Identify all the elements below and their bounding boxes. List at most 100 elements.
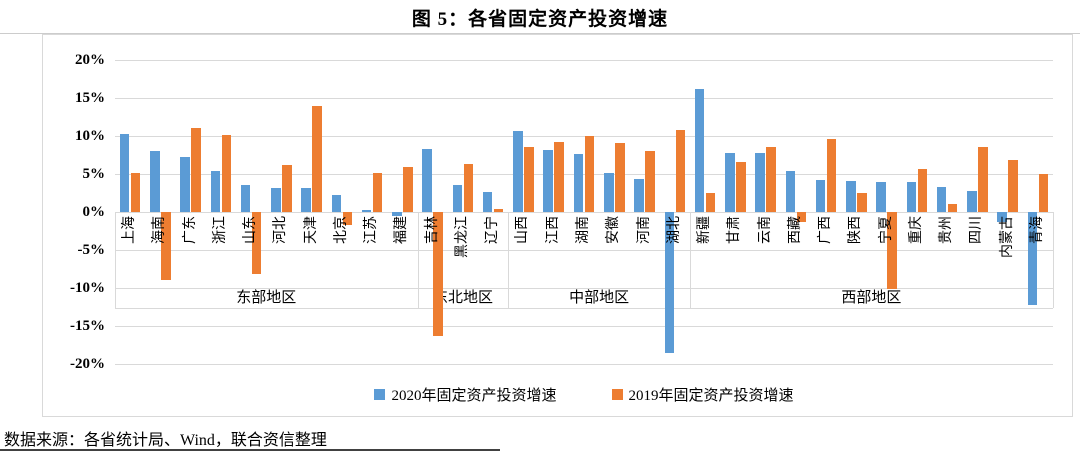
gridline (115, 174, 1053, 175)
bar-2020年 (301, 188, 311, 212)
x-axis-label-text: 吉林 (424, 216, 440, 244)
bar-2020年 (573, 154, 584, 212)
bar-2019年 (221, 135, 232, 212)
bar-2020年 (180, 157, 190, 212)
bar-2020年 (967, 190, 977, 212)
bar-2020年 (422, 148, 432, 212)
bar-2019年 (312, 106, 322, 212)
x-axis-label-text: 天津 (303, 216, 319, 244)
x-axis-label-text: 湖北 (666, 216, 682, 244)
legend-swatch (374, 389, 386, 400)
bar-2020年 (815, 180, 826, 212)
x-axis-label-text: 上海 (122, 216, 138, 244)
x-axis-label-text: 广西 (818, 216, 834, 244)
top-divider (0, 33, 1080, 34)
x-axis-label-text: 福建 (394, 216, 410, 244)
bar-2019年 (463, 164, 474, 212)
x-axis-label-text: 青海 (1029, 216, 1045, 244)
bar-2019年 (675, 129, 686, 212)
bar-2019年 (493, 208, 504, 212)
x-axis-label-text: 山东 (243, 216, 259, 244)
x-axis-label-text: 贵州 (939, 216, 955, 244)
y-axis-tick-label: -20% (70, 356, 105, 372)
y-axis-tick-label: -15% (70, 318, 105, 334)
gridline (115, 326, 1053, 327)
bar-2020年 (361, 209, 372, 212)
category-band-separator (115, 212, 116, 308)
y-axis-tick-label: 20% (75, 52, 105, 68)
bar-2020年 (210, 170, 221, 212)
x-axis-label-text: 山西 (515, 216, 531, 244)
bar-2019年 (342, 212, 353, 225)
bar-2019年 (645, 151, 655, 212)
bar-2019年 (978, 146, 988, 212)
bar-2019年 (615, 142, 625, 212)
bottom-divider (0, 449, 500, 451)
bar-2020年 (119, 133, 130, 212)
x-axis-label-text: 陕西 (848, 216, 864, 244)
x-axis-label-text: 西藏 (787, 216, 803, 244)
region-group-label: 东北地区 (432, 290, 493, 306)
x-axis-label-text: 河南 (636, 216, 652, 244)
bar-2019年 (584, 136, 595, 212)
gridline (115, 364, 1053, 365)
x-axis-label-text: 内蒙古 (999, 216, 1015, 258)
chart-area: 2020年固定资产投资增速 2019年固定资产投资增速 20% 15% 10% 5% 0%… (42, 34, 1073, 417)
bar-2020年 (392, 212, 402, 216)
bar-2019年 (887, 212, 897, 289)
figure-title: 图 5：各省固定资产投资增速 (411, 9, 669, 30)
gridline (115, 98, 1053, 99)
bar-2020年 (150, 151, 160, 212)
legend-item: 2019年固定资产投资增速 (611, 384, 794, 405)
bar-2020年 (785, 170, 796, 212)
region-group-label: 西部地区 (841, 290, 902, 306)
x-axis-label-text: 黑龙江 (454, 216, 470, 258)
bar-2020年 (936, 186, 947, 212)
bar-2019年 (766, 147, 776, 212)
bar-2019年 (433, 212, 443, 336)
gridline (115, 250, 1053, 251)
region-group-label: 中部地区 (569, 290, 630, 306)
bar-2019年 (251, 212, 262, 274)
bar-2019年 (161, 212, 171, 281)
x-axis-label-text: 海南 (152, 216, 168, 244)
legend-label: 2020年固定资产投资增速 (391, 388, 557, 404)
legend-label: 2019年固定资产投资增速 (628, 388, 794, 404)
x-axis-label-text: 甘肃 (727, 216, 743, 244)
y-axis-tick-label: 15% (75, 90, 105, 106)
bar-2020年 (1027, 212, 1038, 305)
x-axis-label-text: 四川 (969, 216, 985, 244)
x-axis-label-text: 湖南 (576, 216, 591, 244)
x-axis-label-text: 北京 (333, 216, 349, 244)
legend-item: 2020年固定资产投资增速 (374, 384, 557, 405)
x-axis-label-text: 江苏 (364, 216, 380, 244)
bar-2019年 (282, 164, 292, 212)
y-axis-tick-label: 10% (75, 128, 105, 144)
x-axis-line (115, 212, 1053, 213)
bar-2019年 (857, 193, 867, 212)
bar-2019年 (826, 139, 837, 212)
bar-2019年 (1038, 174, 1049, 212)
category-band-separator (689, 212, 691, 308)
x-axis-label-text: 安徽 (606, 216, 622, 244)
bar-2020年 (331, 195, 342, 212)
bar-2020年 (876, 181, 886, 212)
bar-2019年 (947, 203, 958, 212)
category-band-separator (508, 212, 510, 308)
x-axis-label-text: 浙江 (212, 216, 228, 244)
bar-2020年 (997, 212, 1007, 222)
region-group-label: 东部地区 (236, 290, 297, 306)
bar-2020年 (634, 179, 644, 212)
bar-2020年 (725, 152, 735, 212)
source-note: 数据来源：各省统计局、Wind，联合资信整理 (4, 432, 327, 449)
x-axis-label-text: 云南 (757, 216, 773, 244)
legend-swatch (611, 389, 623, 400)
gridline (115, 60, 1053, 61)
bar-2019年 (796, 212, 807, 222)
bar-2020年 (604, 173, 614, 212)
x-axis-label-text: 宁夏 (878, 216, 894, 244)
x-axis-label-text: 新疆 (697, 216, 713, 244)
bar-2020年 (271, 187, 281, 212)
y-axis-tick-label: 0% (82, 204, 106, 220)
